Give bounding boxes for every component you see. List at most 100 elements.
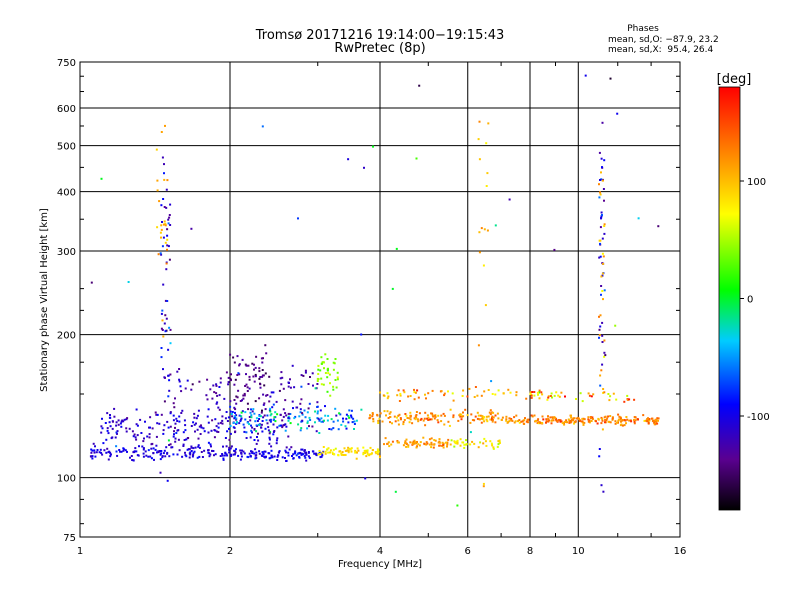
echo-point: [210, 445, 212, 448]
echo-point: [262, 393, 265, 396]
echo-point: [116, 432, 118, 435]
echo-point: [414, 391, 417, 394]
echo-point: [262, 357, 264, 360]
echo-point: [241, 399, 243, 402]
echo-point: [240, 452, 243, 455]
echo-point: [655, 421, 658, 424]
echo-point: [261, 430, 264, 433]
echo-point: [430, 441, 433, 444]
echo-point: [178, 378, 181, 381]
echo-point: [190, 445, 193, 448]
echo-point: [408, 421, 411, 424]
echo-point: [270, 449, 273, 452]
echo-point: [167, 439, 170, 442]
echo-point: [491, 416, 494, 419]
echo-point: [301, 448, 304, 451]
echo-point: [305, 459, 308, 462]
echo-point: [337, 428, 340, 431]
echo-point: [161, 455, 164, 458]
echo-point: [232, 453, 235, 456]
echo-point: [318, 418, 321, 421]
echo-point: [242, 394, 245, 397]
echo-point: [404, 413, 407, 415]
echo-point: [530, 396, 533, 399]
echo-point: [142, 447, 145, 450]
echo-point: [196, 456, 199, 459]
echo-point: [578, 420, 581, 422]
echo-point: [366, 453, 369, 456]
echo-point: [394, 420, 397, 423]
echo-point: [371, 413, 374, 416]
echo-point: [136, 434, 139, 437]
echo-point: [437, 421, 440, 424]
echo-point: [416, 418, 419, 421]
echo-point: [402, 389, 405, 392]
echo-point: [316, 405, 319, 408]
echo-point: [487, 122, 490, 125]
echo-point: [194, 446, 197, 449]
echo-point: [600, 217, 602, 220]
echo-point: [415, 411, 418, 413]
echo-point: [109, 416, 112, 419]
echo-point: [653, 423, 656, 426]
echo-point: [160, 224, 163, 227]
echo-point: [633, 416, 636, 418]
echo-point: [656, 417, 659, 420]
echo-point: [166, 420, 169, 423]
echo-point: [186, 379, 189, 382]
echo-point: [600, 484, 603, 487]
echo-point: [169, 425, 172, 428]
echo-point: [461, 441, 464, 444]
echo-point: [258, 418, 261, 420]
echo-point: [500, 418, 503, 421]
echo-point: [169, 224, 172, 226]
echo-point: [253, 368, 255, 371]
x-tick-label: 8: [527, 546, 533, 557]
echo-point: [603, 351, 606, 354]
echo-point: [202, 427, 205, 430]
echo-point: [174, 422, 177, 425]
echo-point: [255, 451, 258, 454]
echo-point: [180, 412, 183, 414]
echo-point: [207, 431, 210, 434]
echo-point: [612, 392, 615, 395]
echo-point: [287, 451, 290, 454]
echo-point: [308, 425, 310, 428]
echo-point: [308, 402, 311, 405]
echo-point: [334, 447, 337, 450]
echo-point: [244, 418, 247, 421]
echo-point: [238, 373, 241, 376]
echo-point: [160, 413, 163, 416]
echo-point: [431, 412, 434, 415]
echo-point: [505, 415, 508, 418]
echo-point: [599, 374, 602, 377]
echo-point: [344, 425, 347, 428]
echo-point: [573, 417, 576, 420]
echo-point: [449, 443, 452, 446]
echo-point: [184, 429, 187, 432]
echo-point: [268, 375, 271, 378]
echo-point: [207, 408, 210, 411]
echo-point: [176, 453, 179, 456]
echo-point: [573, 422, 575, 425]
echo-point: [269, 418, 272, 421]
echo-point: [345, 417, 348, 420]
echo-point: [276, 426, 279, 429]
echo-point: [513, 416, 516, 419]
echo-point: [416, 389, 419, 392]
echo-point: [600, 215, 603, 218]
echo-point: [188, 456, 191, 459]
echo-point: [457, 419, 460, 422]
echo-point: [366, 449, 369, 452]
echo-point: [615, 398, 618, 401]
echo-point: [293, 417, 296, 420]
echo-point: [313, 452, 316, 455]
echo-point: [265, 455, 267, 458]
echo-point: [247, 408, 250, 411]
echo-point: [389, 411, 392, 414]
echo-point: [515, 414, 518, 417]
echo-point: [407, 444, 410, 447]
echo-point: [271, 456, 274, 459]
echo-point: [403, 391, 406, 394]
echo-point: [164, 241, 167, 244]
